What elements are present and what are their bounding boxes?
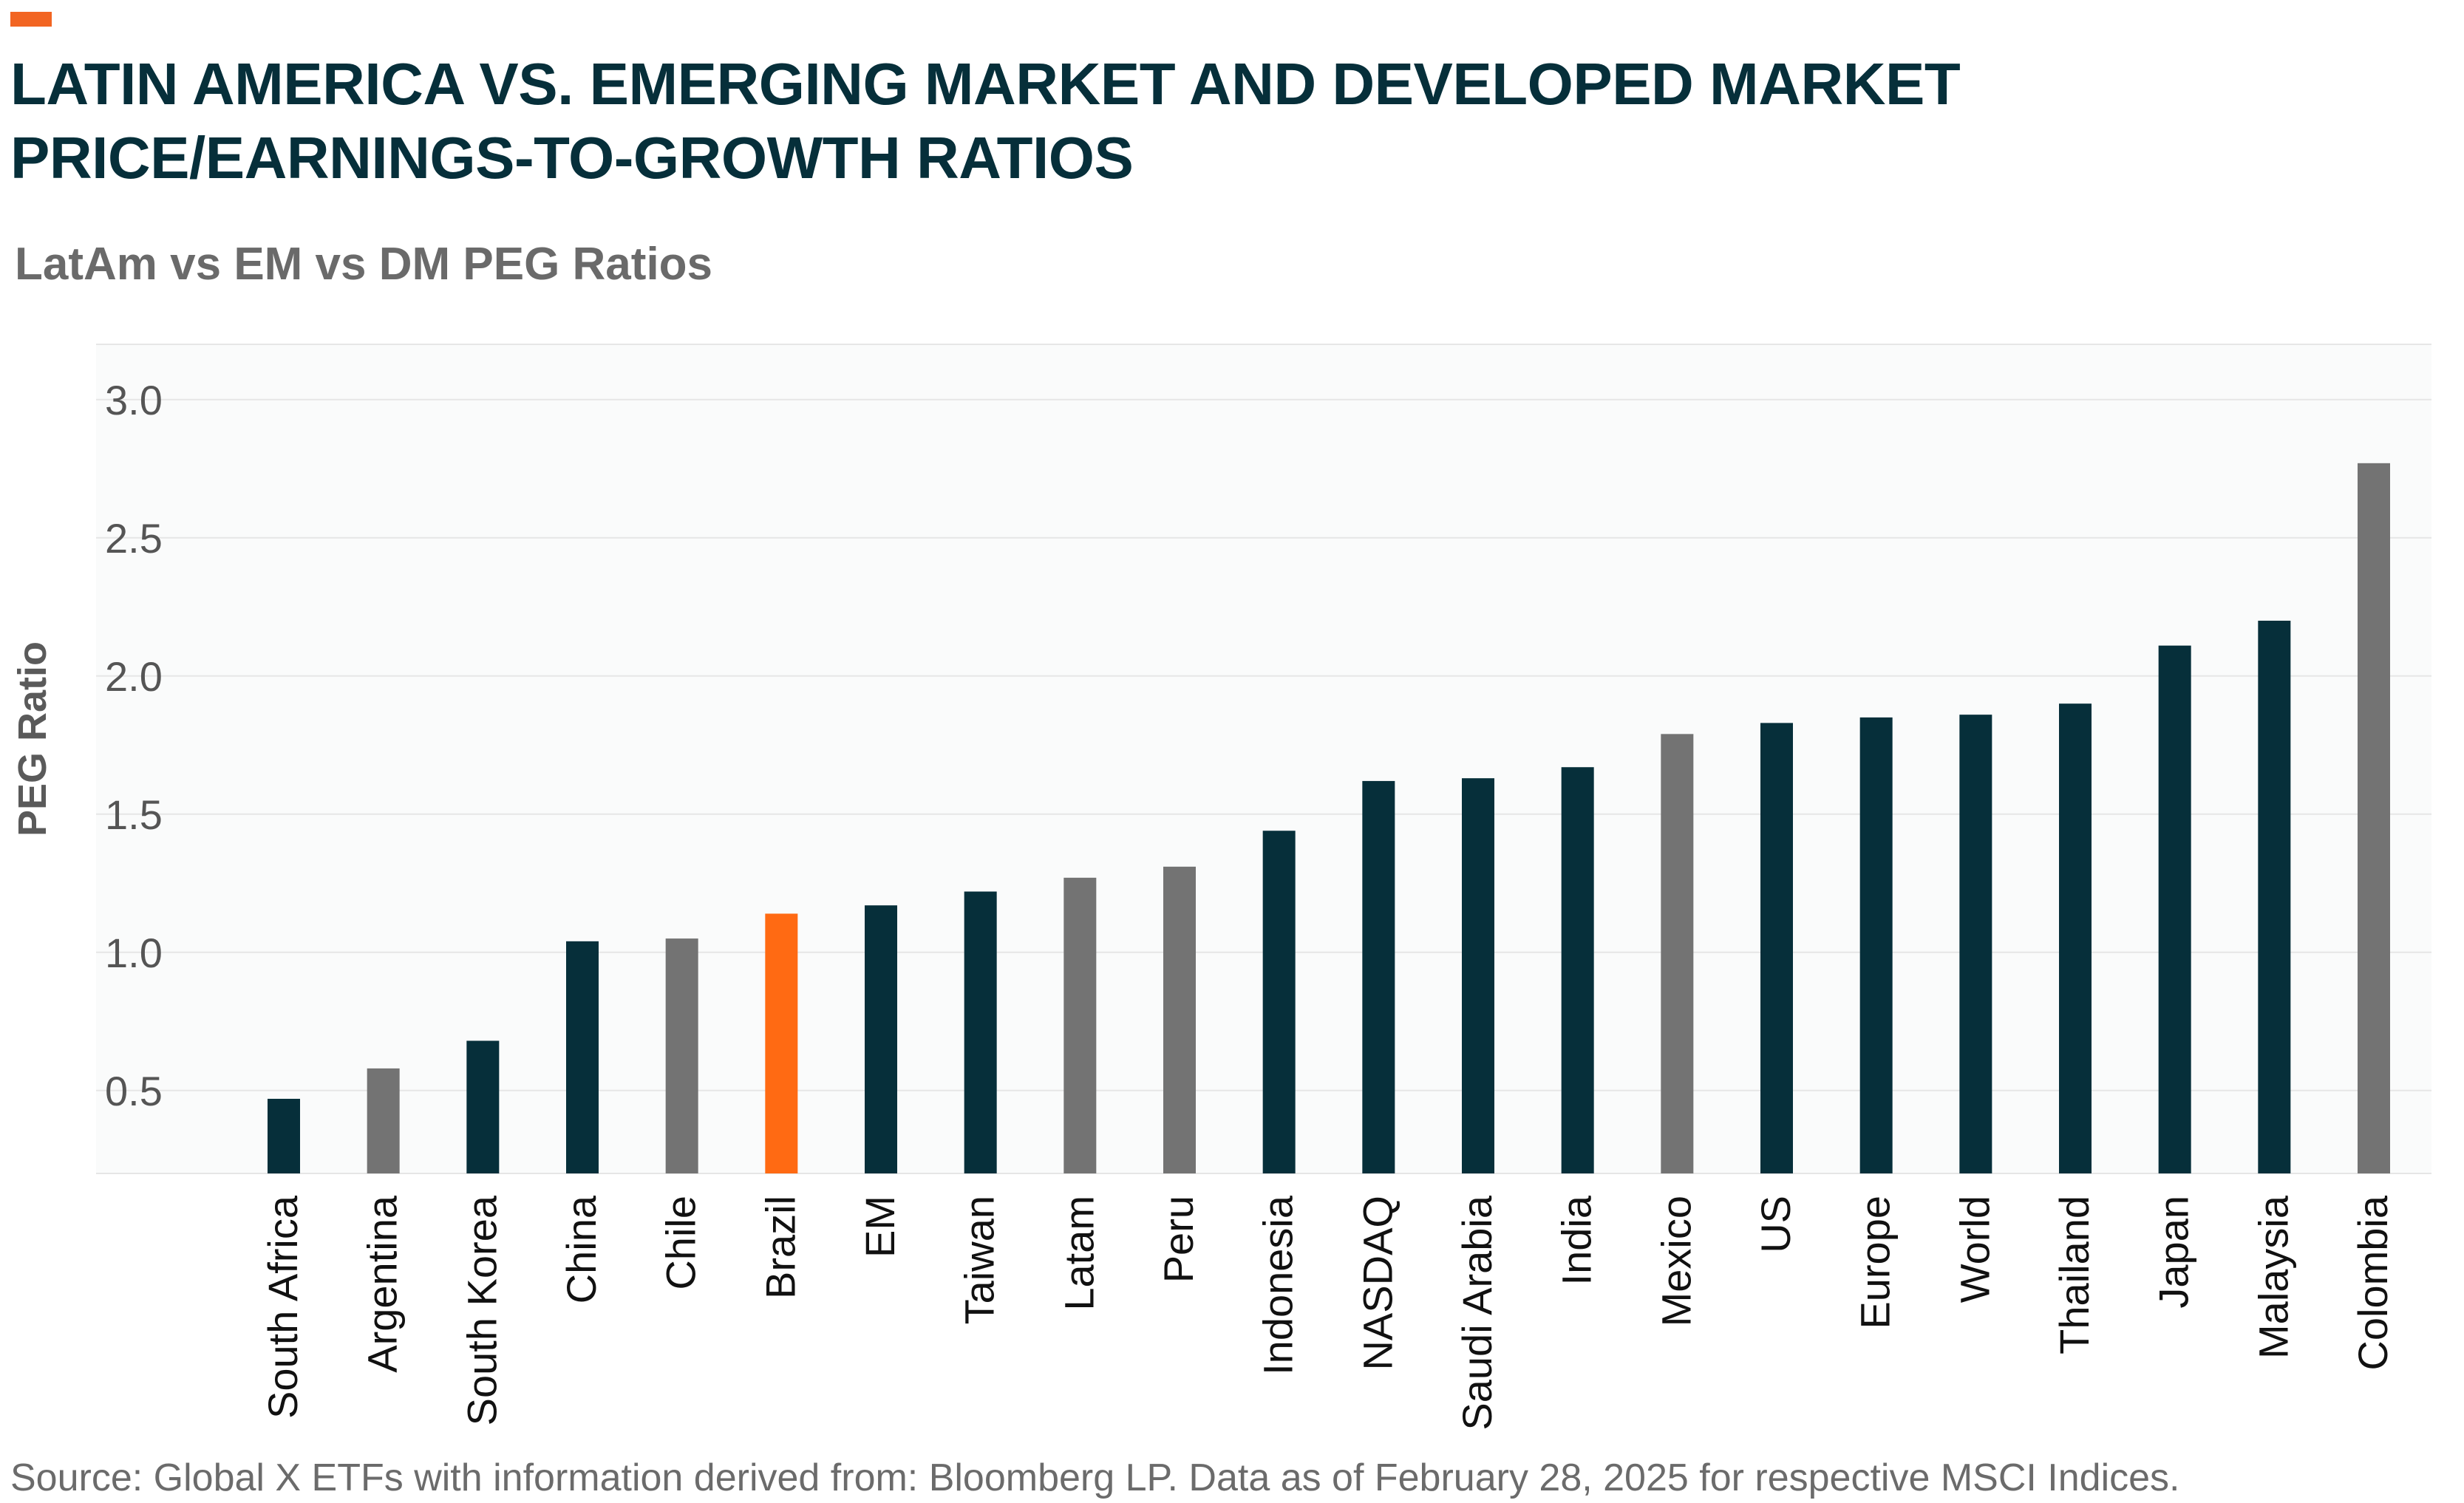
bar-south-korea xyxy=(466,1040,500,1173)
bar-colombia xyxy=(2358,463,2390,1173)
x-category-label: Mexico xyxy=(1653,1196,1699,1326)
bar-taiwan xyxy=(964,891,997,1173)
bar-chile xyxy=(665,938,698,1173)
x-category-label: US xyxy=(1752,1196,1799,1253)
x-category-label: Malaysia xyxy=(2250,1195,2296,1359)
bar-china xyxy=(566,941,599,1173)
x-category-label: World xyxy=(1951,1196,1998,1303)
x-category-label: Chile xyxy=(658,1196,704,1290)
x-category-label: Saudi Arabia xyxy=(1454,1195,1500,1430)
x-category-label: South Africa xyxy=(259,1195,306,1419)
y-tick-label: 0.5 xyxy=(105,1068,163,1114)
bar-brazil xyxy=(765,913,798,1173)
x-category-label: India xyxy=(1553,1195,1600,1285)
x-category-label: NASDAQ xyxy=(1354,1196,1401,1371)
x-category-label: Thailand xyxy=(2051,1196,2097,1354)
y-tick-label: 2.0 xyxy=(105,653,163,700)
title-line-2: PRICE/EARNINGS-TO-GROWTH RATIOS xyxy=(10,125,1134,191)
y-axis-title: PEG Ratio xyxy=(10,641,55,836)
bar-europe xyxy=(1859,717,1893,1173)
x-axis-labels: South Africa Argentina South Korea China Chi… xyxy=(259,1195,2396,1430)
x-category-label: Colombia xyxy=(2349,1195,2396,1370)
page-title: LATIN AMERICA VS. EMERGING MARKET AND DE… xyxy=(10,47,2375,195)
x-category-label: Japan xyxy=(2151,1196,2197,1309)
x-category-label: Peru xyxy=(1155,1196,1202,1283)
y-axis-ticks: 0.5 1.0 1.5 2.0 2.5 3.0 xyxy=(105,377,163,1114)
bar-indonesia xyxy=(1262,831,1296,1173)
y-tick-label: 3.0 xyxy=(105,377,163,423)
bar-mexico xyxy=(1661,734,1694,1173)
bar-malaysia xyxy=(2258,621,2291,1173)
bars xyxy=(268,463,2390,1173)
x-category-label: Indonesia xyxy=(1255,1195,1301,1375)
source-note: Source: Global X ETFs with information d… xyxy=(10,1456,2180,1499)
bar-nasdaq xyxy=(1362,780,1395,1173)
bar-em xyxy=(865,905,897,1173)
bar-us xyxy=(1760,723,1793,1173)
chart-subtitle: LatAm vs EM vs DM PEG Ratios xyxy=(15,239,713,290)
bar-peru xyxy=(1163,866,1196,1173)
bar-south-africa xyxy=(268,1099,300,1173)
x-category-label: Europe xyxy=(1852,1196,1899,1329)
x-category-label: Taiwan xyxy=(956,1196,1003,1324)
x-category-label: Latam xyxy=(1055,1196,1102,1311)
y-tick-label: 1.0 xyxy=(105,930,163,976)
title-line-1: LATIN AMERICA VS. EMERGING MARKET AND DE… xyxy=(10,51,1961,117)
bar-saudi-arabia xyxy=(1462,778,1494,1173)
x-category-label: South Korea xyxy=(458,1195,505,1425)
y-tick-label: 1.5 xyxy=(105,791,163,838)
x-category-label: Argentina xyxy=(359,1195,406,1373)
bar-india xyxy=(1561,767,1594,1173)
x-category-label: Brazil xyxy=(757,1196,803,1299)
x-category-label: EM xyxy=(857,1196,903,1258)
y-tick-label: 2.5 xyxy=(105,515,163,562)
x-category-label: China xyxy=(558,1195,605,1303)
accent-bar xyxy=(10,12,52,27)
bar-thailand xyxy=(2059,703,2092,1173)
bar-japan xyxy=(2158,645,2191,1173)
bar-latam xyxy=(1063,877,1097,1173)
bar-argentina xyxy=(367,1068,400,1173)
bar-world xyxy=(1959,715,1992,1173)
